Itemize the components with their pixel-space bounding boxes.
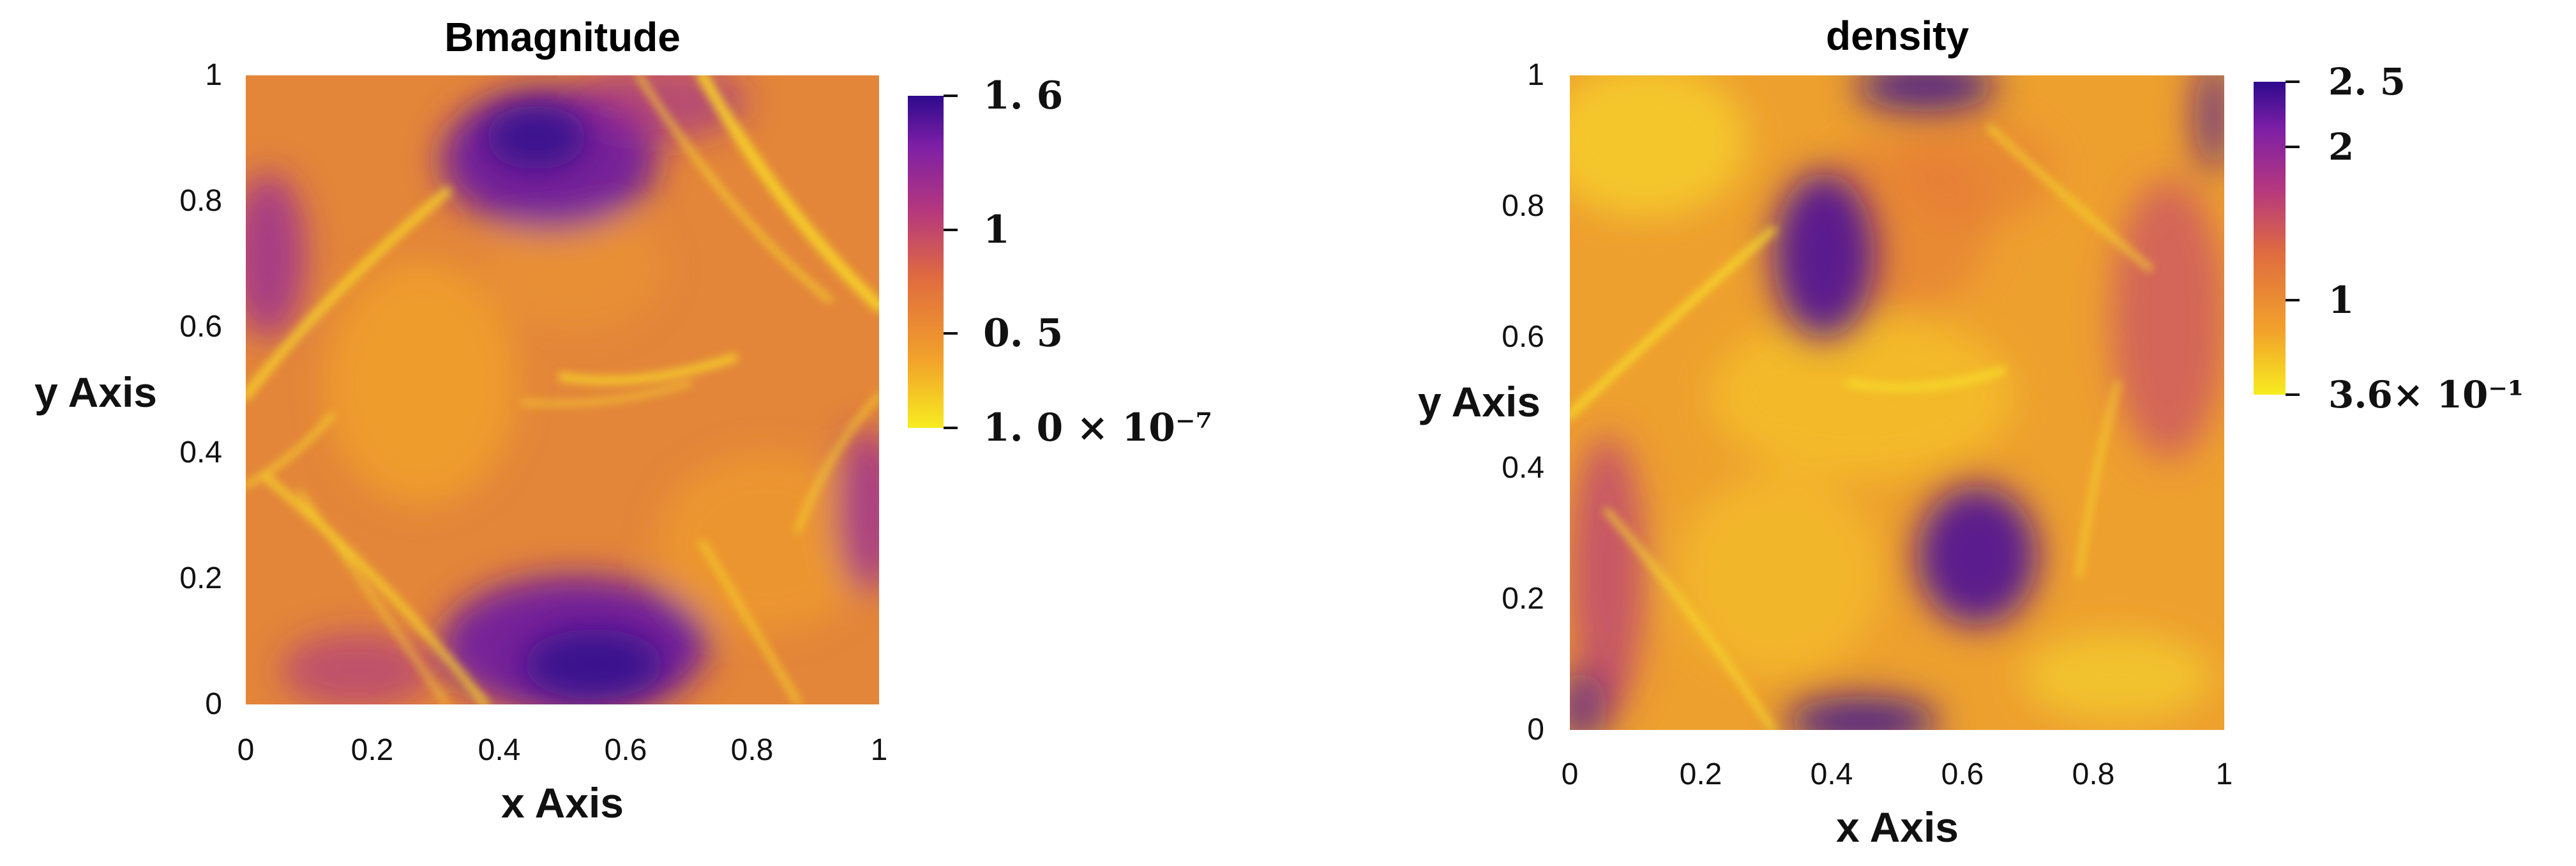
density-ytick-1: 0.2 bbox=[1502, 582, 1544, 616]
density-y-ticks: 0 0.2 0.4 0.6 0.8 1 bbox=[1502, 58, 1544, 747]
bmagnitude-cbtick-label-1: 1 bbox=[983, 208, 1010, 252]
bmagnitude-xtick-0: 0 bbox=[237, 733, 255, 767]
density-title: density bbox=[1826, 13, 1969, 59]
bmagnitude-title: Bmagnitude bbox=[444, 14, 681, 60]
bmagnitude-cbtick-label-3: 1. 0 × 10⁻⁷ bbox=[983, 406, 1212, 450]
density-x-ticks: 0 0.2 0.4 0.6 0.8 1 bbox=[1562, 757, 2233, 791]
density-cbtick-label-3: 3.6× 10⁻¹ bbox=[2328, 373, 2524, 416]
density-xtick-0: 0 bbox=[1562, 757, 1579, 791]
density-y-axis-label: y Axis bbox=[1418, 378, 1540, 425]
density-ytick-2: 0.4 bbox=[1502, 451, 1544, 485]
density-x-axis-label: x Axis bbox=[1836, 803, 1959, 851]
density-xtick-1: 0.2 bbox=[1680, 757, 1722, 791]
bmagnitude-colorbar: 1. 6 1 0. 5 1. 0 × 10⁻⁷ bbox=[908, 73, 1212, 450]
bmagnitude-xtick-4: 0.8 bbox=[731, 733, 774, 767]
density-chart: density bbox=[1418, 13, 2524, 851]
density-xtick-2: 0.4 bbox=[1811, 757, 1853, 791]
density-colorbar-ramp bbox=[2254, 82, 2286, 395]
bmagnitude-ytick-1: 0.2 bbox=[179, 561, 222, 595]
bmagnitude-ytick-4: 0.8 bbox=[179, 184, 222, 218]
density-xtick-3: 0.6 bbox=[1941, 757, 1984, 791]
density-xtick-4: 0.8 bbox=[2072, 757, 2115, 791]
bmagnitude-xtick-1: 0.2 bbox=[351, 733, 394, 767]
density-ytick-3: 0.6 bbox=[1502, 320, 1544, 354]
bmagnitude-cbtick-label-0: 1. 6 bbox=[983, 73, 1063, 118]
bmagnitude-field bbox=[246, 75, 879, 704]
bmagnitude-cbtick-label-2: 0. 5 bbox=[983, 311, 1063, 356]
density-cbtick-label-0: 2. 5 bbox=[2328, 60, 2406, 103]
density-colorbar: 2. 5 2 1 3.6× 10⁻¹ bbox=[2254, 60, 2524, 416]
density-field bbox=[1570, 75, 2224, 730]
bmagnitude-xtick-5: 1 bbox=[871, 733, 888, 767]
bmagnitude-x-ticks: 0 0.2 0.4 0.6 0.8 1 bbox=[237, 733, 888, 767]
bmagnitude-xtick-2: 0.4 bbox=[478, 733, 521, 767]
density-panel: density bbox=[1288, 0, 2576, 866]
bmagnitude-ytick-0: 0 bbox=[205, 687, 222, 721]
density-ytick-0: 0 bbox=[1527, 713, 1544, 747]
density-cbtick-label-2: 1 bbox=[2328, 278, 2354, 322]
bmagnitude-x-axis-label: x Axis bbox=[501, 779, 624, 826]
bmagnitude-ytick-2: 0.4 bbox=[179, 436, 222, 469]
density-ytick-5: 1 bbox=[1527, 58, 1544, 92]
bmagnitude-colorbar-ramp bbox=[908, 96, 944, 428]
bmagnitude-y-axis-label: y Axis bbox=[34, 368, 157, 416]
density-ytick-4: 0.8 bbox=[1502, 189, 1544, 223]
density-xtick-5: 1 bbox=[2216, 757, 2233, 791]
bmagnitude-ytick-3: 0.6 bbox=[179, 310, 222, 344]
bmagnitude-ytick-5: 1 bbox=[205, 58, 222, 92]
bmagnitude-y-ticks: 0 0.2 0.4 0.6 0.8 1 bbox=[179, 58, 222, 721]
bmagnitude-panel: Bmagnitude bbox=[34, 14, 1212, 826]
bmagnitude-xtick-3: 0.6 bbox=[605, 733, 647, 767]
bmagnitude-chart: Bmagnitude bbox=[34, 14, 1212, 826]
density-cbtick-label-1: 2 bbox=[2328, 125, 2354, 169]
